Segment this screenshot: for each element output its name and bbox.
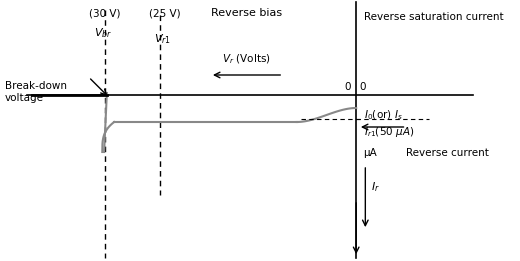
Text: $V_{\mathit{r1}}$: $V_{\mathit{r1}}$ [154, 32, 171, 46]
Text: $I_0(\mathrm{or})\ I_s$: $I_0(\mathrm{or})\ I_s$ [363, 108, 402, 122]
Text: Reverse saturation current: Reverse saturation current [363, 12, 503, 22]
Text: μA: μA [363, 148, 377, 158]
Text: Break-down
voltage: Break-down voltage [5, 81, 67, 103]
Text: 0: 0 [344, 82, 350, 92]
Text: (25 V): (25 V) [149, 8, 180, 18]
Text: $I_{r1}(50\ \mu A)$: $I_{r1}(50\ \mu A)$ [363, 125, 414, 139]
Text: Reverse current: Reverse current [407, 148, 489, 158]
Text: (30 V): (30 V) [89, 8, 121, 18]
Text: 0: 0 [360, 82, 367, 92]
Text: $V_r$ (Volts): $V_r$ (Volts) [222, 52, 271, 66]
Text: Reverse bias: Reverse bias [211, 8, 282, 18]
Text: $V_{\mathit{br}}$: $V_{\mathit{br}}$ [94, 26, 112, 40]
Text: $I_r$: $I_r$ [371, 180, 380, 194]
